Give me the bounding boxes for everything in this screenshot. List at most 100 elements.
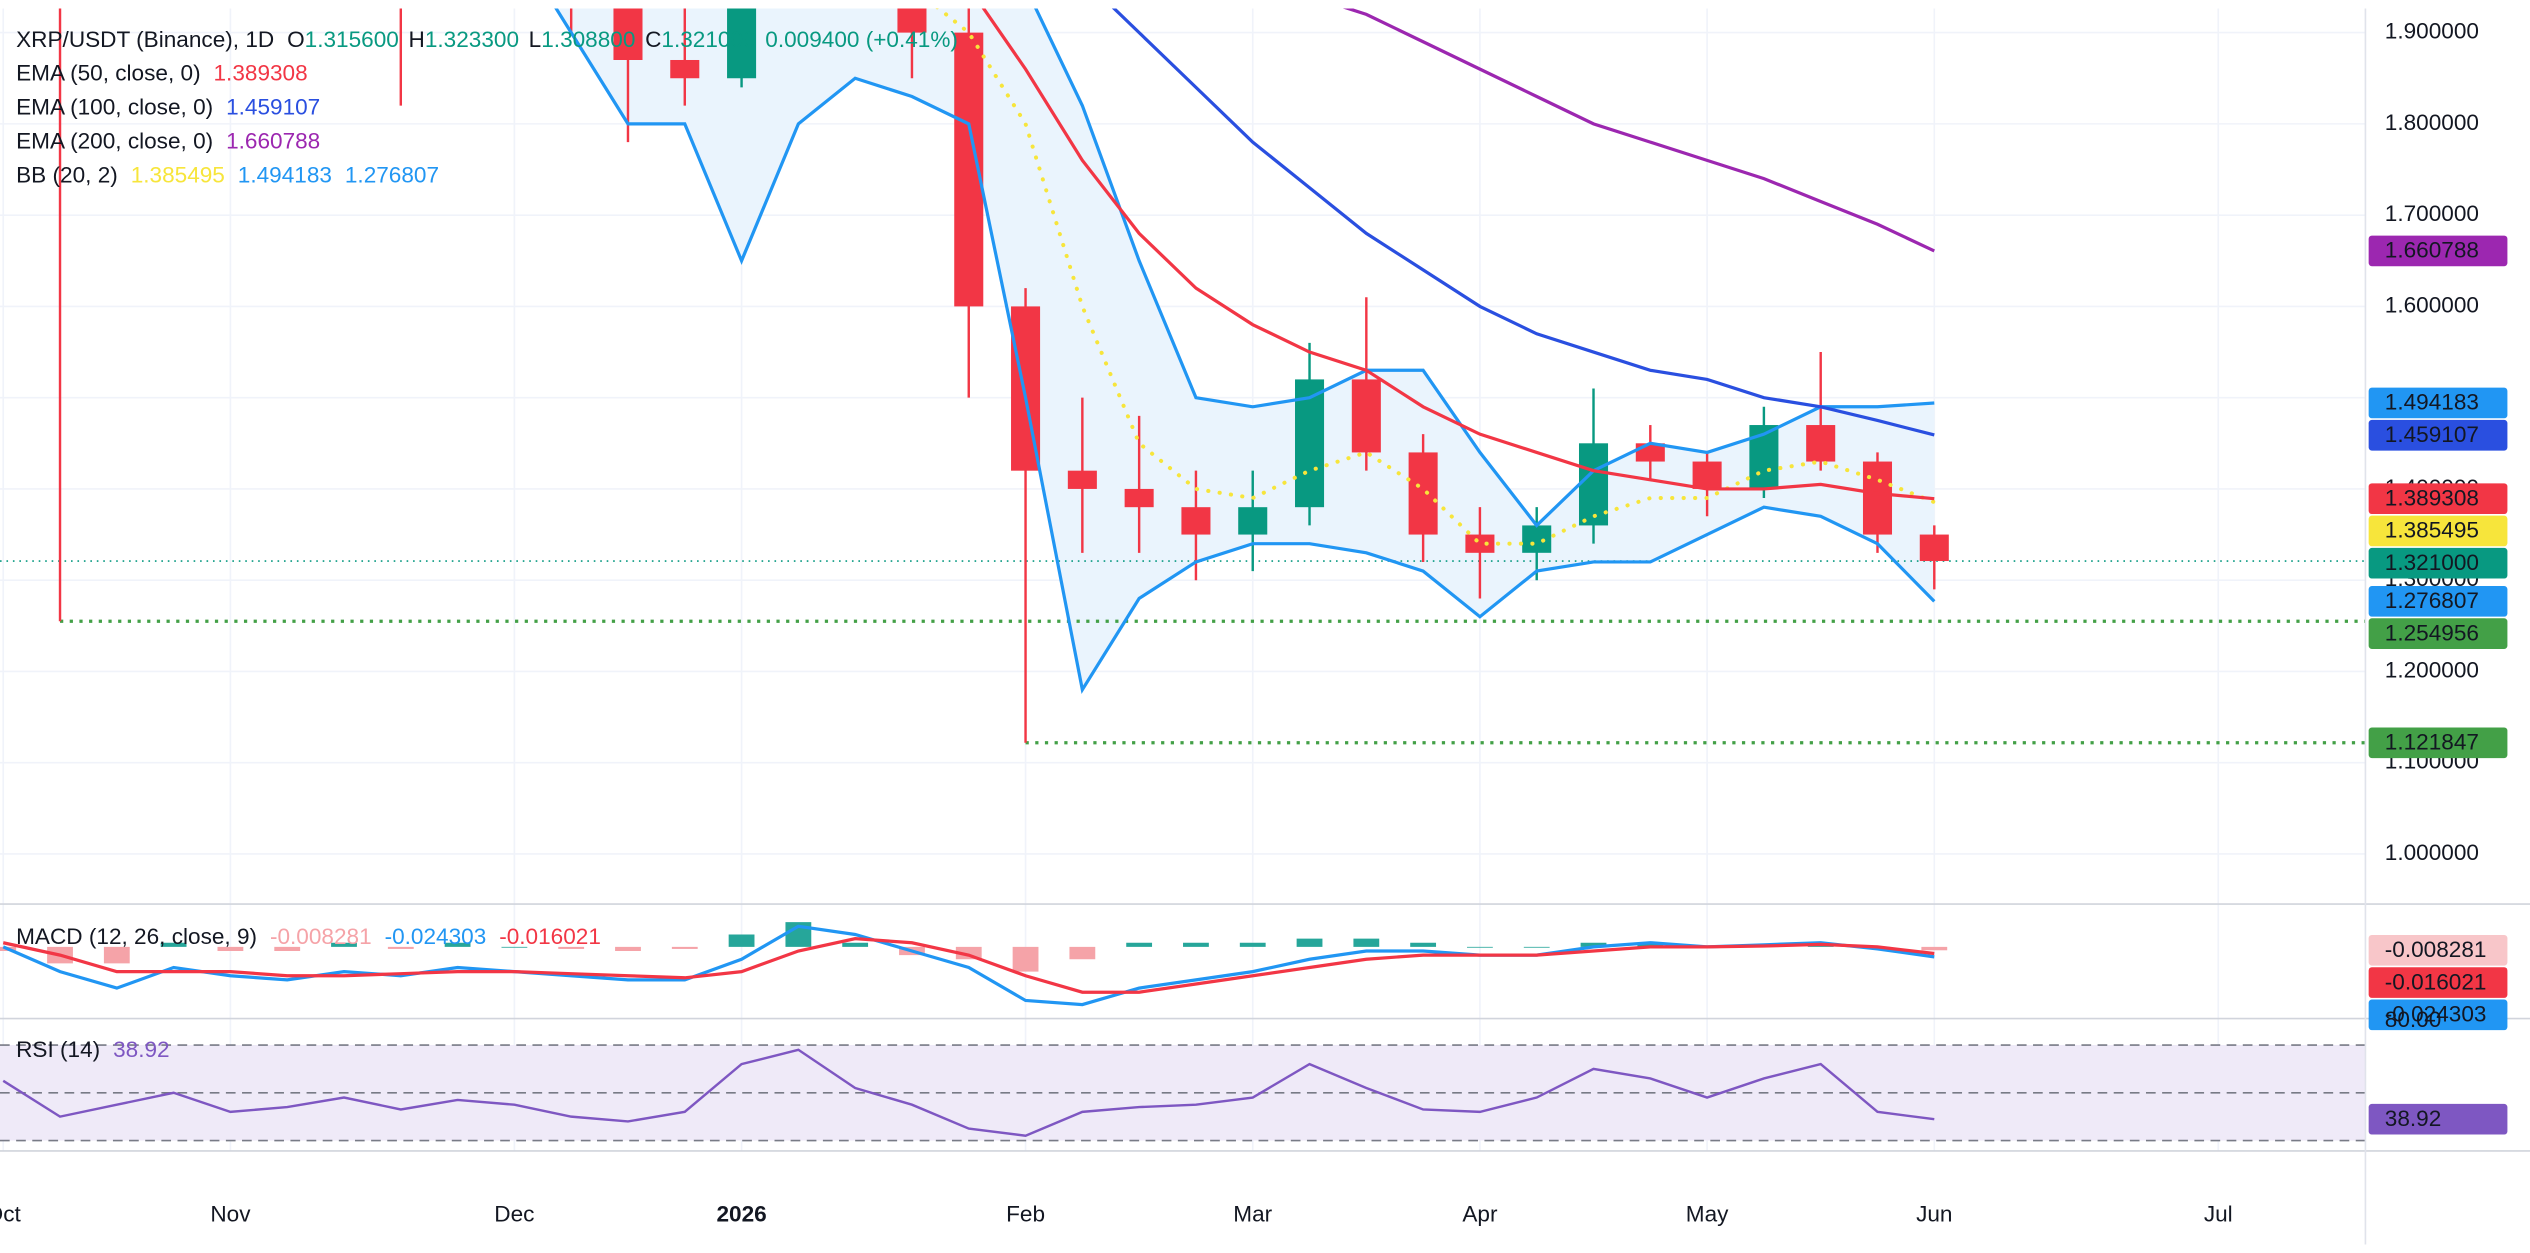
price-badge-label: 1.389308 bbox=[2385, 485, 2479, 510]
x-tick-label: Mar bbox=[1233, 1201, 1272, 1226]
candle-body bbox=[1862, 461, 1893, 535]
candle-body bbox=[897, 8, 927, 33]
macd-histogram-bar bbox=[1921, 946, 1948, 951]
indicator-value: -0.008281 bbox=[270, 924, 372, 949]
macd-histogram-bar bbox=[842, 942, 869, 947]
candle-body bbox=[1465, 534, 1495, 553]
macd-histogram-bar bbox=[331, 942, 357, 947]
x-tick-label: Nov bbox=[210, 1201, 251, 1226]
price-badge bbox=[2368, 1103, 2508, 1135]
price-badge bbox=[2368, 235, 2508, 267]
indicator-value: 1.385495 bbox=[131, 162, 225, 187]
ohlc-label: O bbox=[287, 27, 305, 52]
ema-line bbox=[1111, 8, 1935, 437]
indicator-name: BB (20, 2) bbox=[16, 162, 118, 187]
indicator-value: 1.660788 bbox=[226, 128, 320, 153]
indicator-value: -0.024303 bbox=[385, 924, 487, 949]
ohlc-value: 1.315600 bbox=[305, 27, 399, 52]
price-badge-label: 1.121847 bbox=[2385, 730, 2479, 755]
x-tick-label: Oct bbox=[0, 1201, 22, 1226]
macd-histogram-bar bbox=[1467, 946, 1493, 948]
ohlc-value: 1.308800 bbox=[541, 27, 635, 52]
indicator-name: EMA (100, close, 0) bbox=[16, 95, 213, 120]
macd-histogram-bar bbox=[1523, 946, 1550, 948]
macd-histogram-bar bbox=[103, 946, 130, 964]
y-tick-label: 1.600000 bbox=[2385, 292, 2479, 317]
candle-body bbox=[1238, 507, 1268, 535]
price-badge bbox=[2368, 967, 2508, 998]
bollinger-upper bbox=[1034, 8, 1935, 528]
price-badge bbox=[2368, 999, 2508, 1031]
price-badge bbox=[2368, 483, 2508, 515]
legend-main: XRP/USDT (Binance), 1D O1.315600 H1.323300… bbox=[16, 27, 958, 52]
y-tick-label: 1.200000 bbox=[2385, 657, 2479, 682]
indicator-value: 1.494183 bbox=[238, 162, 332, 187]
price-badge-label: 1.321000 bbox=[2385, 550, 2479, 575]
candle-body bbox=[1181, 507, 1211, 535]
macd-histogram-bar bbox=[160, 942, 187, 947]
x-tick-label: Feb bbox=[1006, 1201, 1045, 1226]
legend-item: EMA (200, close, 0) 1.660788 bbox=[16, 128, 320, 153]
macd-histogram-bar bbox=[615, 946, 641, 951]
legend-item: RSI (14) 38.92 bbox=[16, 1037, 169, 1062]
candle-body bbox=[1408, 452, 1438, 535]
indicator-value: 38.92 bbox=[113, 1037, 170, 1062]
legend-item: EMA (100, close, 0) 1.459107 bbox=[16, 95, 320, 120]
price-badge bbox=[2368, 934, 2508, 966]
legend: XRP/USDT (Binance), 1D O1.315600 H1.323300… bbox=[16, 27, 958, 1062]
indicator-value: -0.016021 bbox=[499, 924, 601, 949]
price-badge-label: 1.494183 bbox=[2385, 390, 2479, 415]
macd-histogram-bar bbox=[1410, 942, 1437, 947]
x-tick-label: Dec bbox=[494, 1201, 534, 1226]
y-tick-label: 80.00 bbox=[2385, 1007, 2442, 1032]
candle-body bbox=[1067, 470, 1097, 489]
price-badge-label: 1.660788 bbox=[2385, 238, 2479, 263]
legend-item: EMA (50, close, 0) 1.389308 bbox=[16, 61, 308, 86]
axes: Oct Nov Dec 2026 Feb Mar Apr May Jun Jul 1.000000 1… bbox=[0, 19, 2508, 1226]
indicator-value: 1.276807 bbox=[345, 162, 439, 187]
x-tick-label: Jul bbox=[2204, 1201, 2233, 1226]
price-badge-label: 1.276807 bbox=[2385, 588, 2479, 613]
macd-histogram-bar bbox=[728, 934, 755, 947]
price-badge bbox=[2368, 727, 2508, 759]
candle-body bbox=[1578, 443, 1609, 526]
macd-histogram-bar bbox=[1012, 946, 1039, 972]
legend-item: BB (20, 2) 1.385495 1.494183 1.276807 bbox=[16, 162, 439, 187]
price-badge-label: 1.385495 bbox=[2385, 518, 2479, 543]
macd-histogram-bar bbox=[671, 946, 698, 949]
candle-body bbox=[1522, 525, 1552, 553]
ohlc-value: 1.321000 bbox=[661, 27, 755, 52]
macd-histogram-bar bbox=[1069, 946, 1096, 960]
ema-line bbox=[981, 8, 1935, 501]
price-badge-label: -0.016021 bbox=[2385, 969, 2487, 994]
macd-histogram-bar bbox=[1353, 938, 1380, 947]
macd-histogram-bar bbox=[217, 946, 244, 951]
y-tick-label: 1.900000 bbox=[2385, 19, 2479, 44]
candle-body bbox=[670, 59, 700, 79]
indicator-name: RSI (14) bbox=[16, 1037, 100, 1062]
x-tick-label: 2026 bbox=[716, 1201, 766, 1226]
price-badge-label: 1.459107 bbox=[2385, 422, 2479, 447]
candle-body bbox=[727, 8, 757, 79]
price-badge-label: 38.92 bbox=[2385, 1106, 2442, 1131]
y-tick-label: 1.700000 bbox=[2385, 201, 2479, 226]
rsi-line bbox=[2, 1048, 1935, 1137]
price-badge bbox=[2368, 547, 2508, 579]
candle-body bbox=[1124, 488, 1154, 508]
macd-histogram-bar bbox=[274, 946, 301, 951]
price-badge bbox=[2368, 387, 2508, 419]
indicator-value: 1.459107 bbox=[226, 95, 320, 120]
macd-histogram-bar bbox=[1580, 942, 1607, 947]
ohlc-label: H bbox=[409, 27, 425, 52]
candle-body bbox=[1806, 425, 1836, 462]
indicator-name: MACD (12, 26, close, 9) bbox=[16, 924, 257, 949]
macd-histogram-bar bbox=[387, 946, 414, 949]
ema-line bbox=[1342, 8, 1935, 253]
price-badge bbox=[2368, 419, 2508, 451]
price-badge bbox=[2368, 515, 2508, 547]
ohlc-value: 1.323300 bbox=[425, 27, 519, 52]
bollinger-lower bbox=[554, 8, 1936, 695]
macd-histogram-bar bbox=[444, 942, 471, 947]
macd-histogram-bar bbox=[501, 946, 528, 948]
